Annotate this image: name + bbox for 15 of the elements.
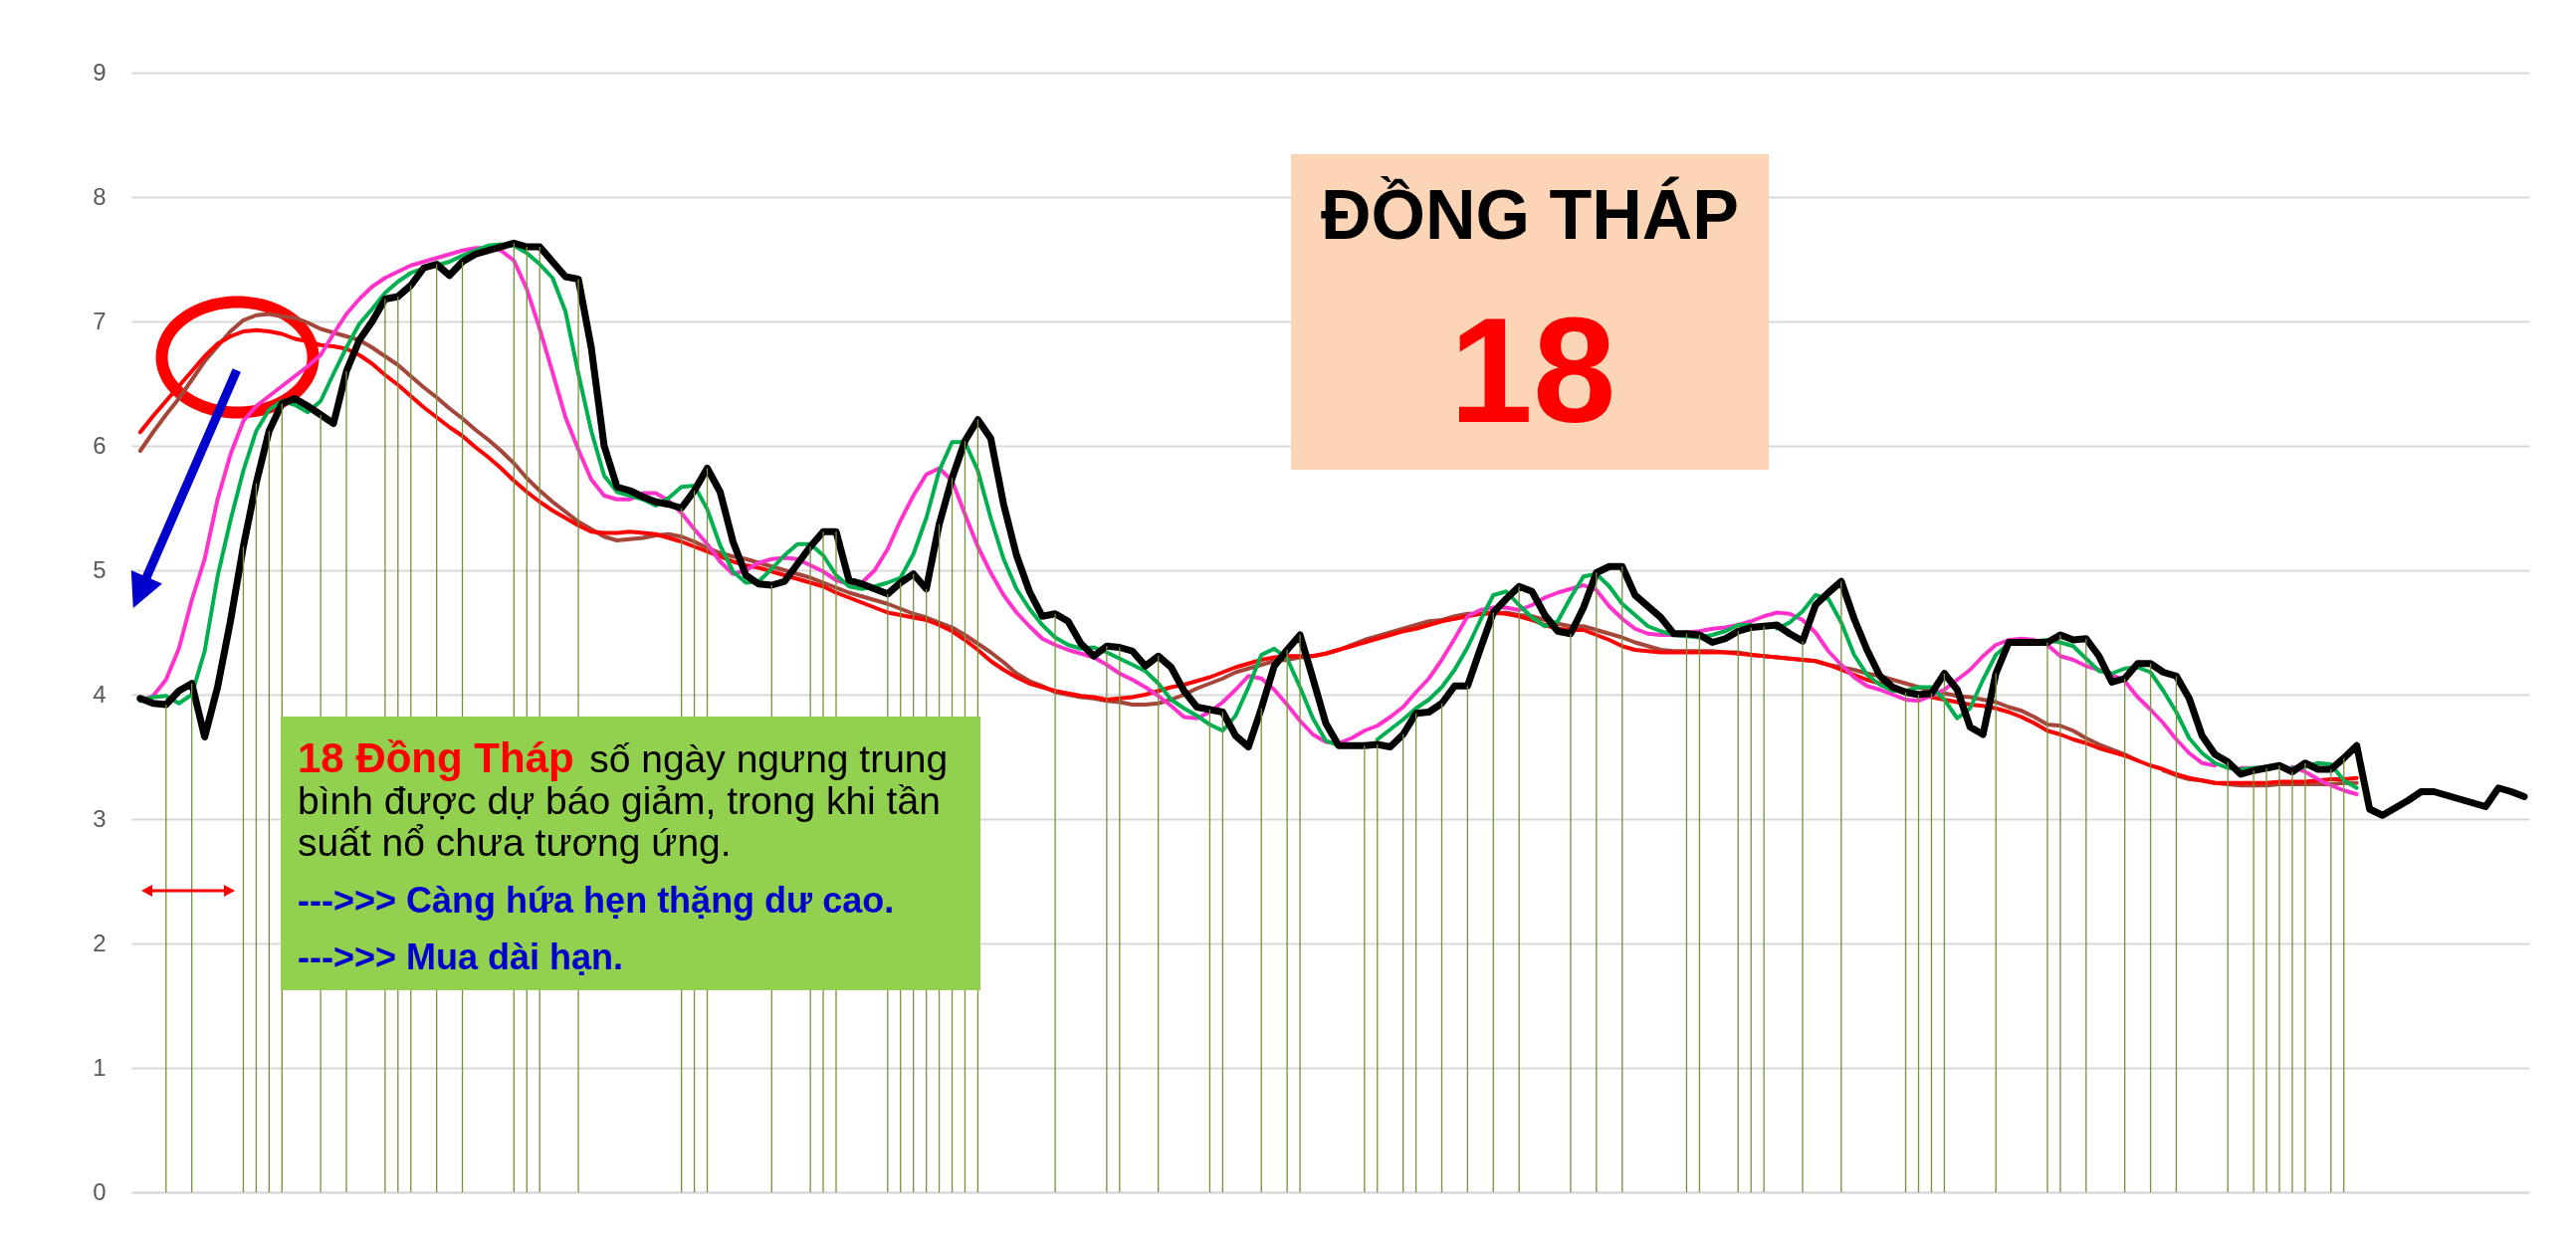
annotation: 18 Đồng Tháp số ngày ngưng trung bình được dự báo giảm, trong khi tần suất nổ chưa tương ứng. [298,734,949,864]
y-tick-label: 4 [93,680,107,708]
y-tick-label: 9 [93,58,107,86]
text: 18 [1449,287,1616,454]
y-tick-label: 7 [93,307,107,334]
annotation: --->>> Mua dài hạn. [298,936,624,977]
y-tick-label: 3 [93,804,107,832]
y-tick-label: 0 [93,1177,107,1205]
y-tick-label: 6 [93,431,107,459]
y-tick-label: 1 [93,1053,107,1081]
y-tick-label: 2 [93,929,107,956]
y-tick-label: 5 [93,555,107,583]
text: ĐỒNG THÁP [1321,176,1739,254]
annotation: --->>> Càng hứa hẹn thặng dư cao. [298,880,895,921]
y-tick-label: 8 [93,182,107,210]
